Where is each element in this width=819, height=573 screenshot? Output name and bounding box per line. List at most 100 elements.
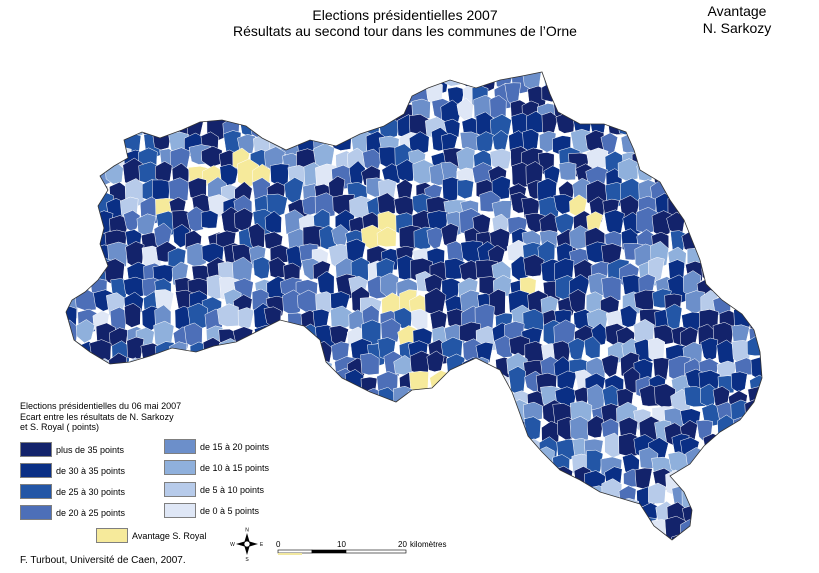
commune-cell [700,337,719,362]
commune-cell [445,419,465,443]
commune-cell [747,527,762,540]
commune-cell [270,497,291,520]
commune-cell [681,81,704,109]
commune-cell [684,115,704,140]
commune-cell [734,226,754,252]
commune-cell [250,408,274,431]
commune-cell [764,422,780,448]
commune-cell [712,97,733,124]
commune-cell [66,225,80,247]
commune-cell [441,469,460,492]
commune-cell [108,352,128,382]
commune-cell [671,143,692,168]
commune-cell [702,533,722,540]
commune-cell [171,96,192,120]
commune-cell [522,308,545,331]
commune-cell [583,336,601,359]
commune-cell [313,85,336,112]
map-title: Elections présidentielles 2007 Résultats… [190,7,620,39]
commune-cell [681,133,700,157]
commune-cell [746,95,762,123]
commune-cell [473,529,492,540]
legend-label: de 10 à 15 points [200,462,270,473]
commune-cell [269,467,287,488]
commune-cell [412,465,430,495]
commune-cell [301,402,323,427]
commune-cell [747,257,762,277]
commune-cell [764,116,784,136]
commune-cell [379,272,400,299]
legend-label: de 20 à 25 points [56,507,126,518]
commune-cell [537,503,556,526]
commune-cell [617,158,639,182]
commune-cell [441,436,461,460]
commune-cell [201,369,223,392]
commune-cell [636,161,655,181]
compass-rose-icon: N S W E [230,528,264,564]
commune-cell [472,433,494,458]
commune-cell [376,226,397,248]
commune-cell [488,516,510,540]
commune-cell [491,502,514,526]
commune-cell [426,227,444,250]
commune-cell [95,72,116,93]
commune-cell [66,208,78,234]
commune-cell [375,399,397,428]
commune-cell [415,400,438,428]
legend-heading-line-3: et S. Royal ( points) [20,422,100,432]
commune-cell [538,463,556,493]
commune-cell [333,104,350,127]
commune-cell [270,372,290,399]
commune-cell [686,532,707,540]
commune-cell [459,485,481,509]
commune-cell [409,497,426,524]
commune-cell [313,359,333,381]
commune-cell [333,118,353,138]
legend-swatch [164,482,196,497]
commune-cell [299,112,320,134]
commune-cell [280,372,299,401]
commune-cell [525,470,548,492]
commune-cell [766,146,784,166]
commune-cell [328,450,349,474]
commune-cell [399,467,417,490]
commune-cell [377,72,396,89]
commune-cell [205,72,227,90]
commune-cell [473,467,491,492]
commune-cell [557,485,578,509]
commune-cell [729,518,747,539]
commune-cell [489,148,513,170]
commune-cell [667,166,688,186]
commune-cell [750,134,762,154]
commune-cell [648,533,666,540]
commune-cell [313,72,332,94]
commune-cell [251,374,269,399]
commune-cell [567,482,588,510]
commune-cell [524,510,544,537]
commune-cell [730,101,750,124]
commune-cell [237,352,259,376]
scale-unit: kilomètres [410,540,447,549]
commune-cell [697,466,715,494]
commune-cell [699,196,721,220]
commune-cell [570,510,591,535]
commune-cell [431,438,453,460]
commune-cell [494,488,515,510]
compass-and-scale: N S W E [230,527,430,572]
commune-cell [495,402,515,429]
commune-cell [623,97,642,121]
commune-cell [295,354,313,380]
commune-cell [335,499,357,526]
commune-cell [557,83,577,110]
commune-cell [411,308,428,331]
commune-cell [712,499,731,519]
commune-cell [472,448,494,472]
commune-cell [747,305,762,332]
commune-cell [508,419,528,445]
commune-cell [93,83,114,110]
commune-cell [429,370,451,393]
commune-cell [543,533,566,540]
commune-cell [523,254,545,277]
commune-cell [88,142,107,166]
commune-cell [460,436,478,462]
